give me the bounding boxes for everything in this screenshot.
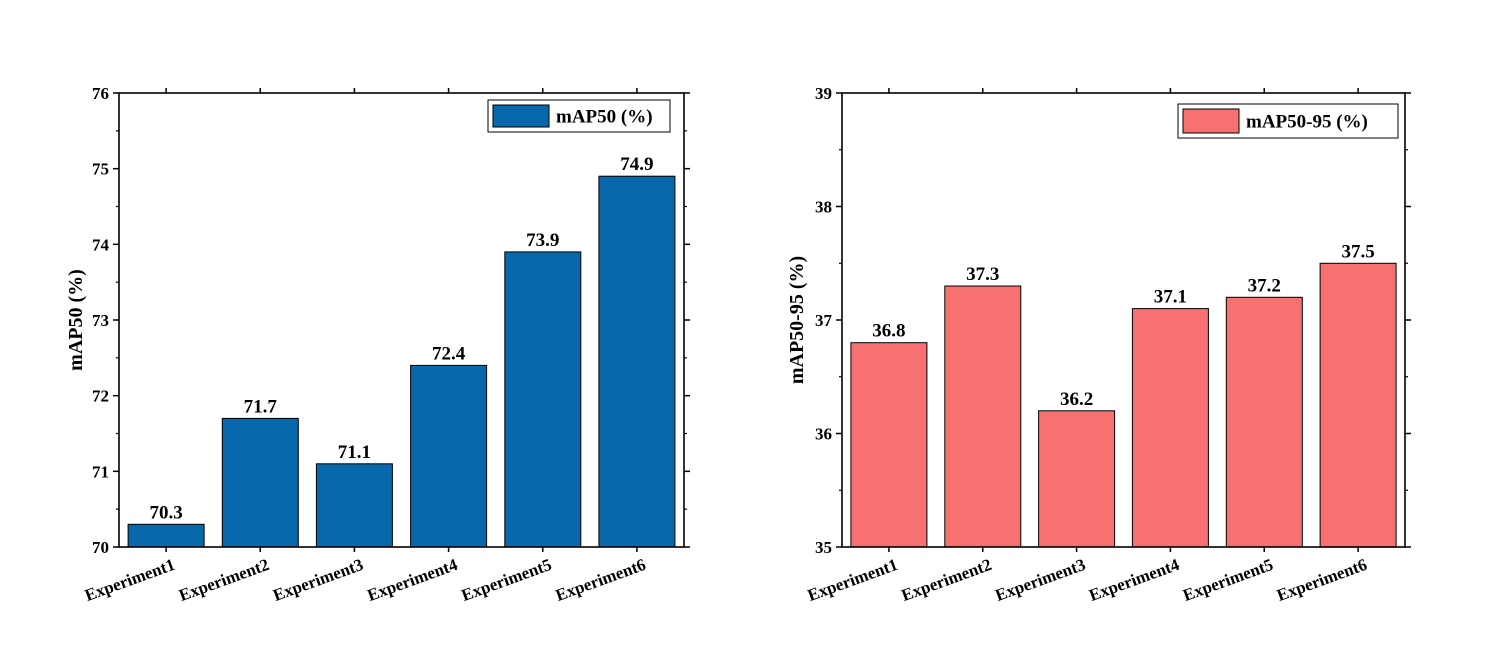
map50-95-y-tick-label: 36 (815, 425, 832, 444)
map50-95-y-tick-label: 38 (815, 198, 832, 217)
map50-95-value-label: 37.2 (1248, 275, 1281, 296)
map50-value-label: 71.7 (244, 396, 278, 417)
map50-95-value-label: 36.2 (1060, 389, 1093, 410)
map50-95-bar[interactable] (944, 285, 1022, 548)
map50-value-label: 72.4 (432, 343, 466, 364)
map50-category-label: Experiment6 (553, 555, 648, 605)
map50-value-label: 73.9 (526, 230, 559, 251)
map50-y-tick-label: 74 (92, 235, 110, 254)
map50-value-label: 74.9 (620, 154, 653, 175)
map50-value-label: 71.1 (338, 442, 371, 463)
map50-95-legend-swatch (1182, 108, 1240, 134)
map50-bar[interactable] (598, 175, 676, 548)
map50-category-label: Experiment1 (82, 555, 177, 605)
map50-95-category-label: Experiment3 (993, 555, 1088, 605)
map50-95-value-label: 37.5 (1341, 241, 1374, 262)
map50-y-tick-label: 70 (92, 538, 109, 557)
map50-y-tick-label: 71 (92, 462, 109, 481)
map50-95-category-label: Experiment6 (1274, 555, 1369, 605)
map50-chart: 70.3 Experiment1 71.7 Experiment2 71.1 Experi… (65, 84, 690, 605)
map50-y-tick-label: 72 (92, 387, 109, 406)
map50-legend-label: mAP50 (%) (556, 107, 653, 128)
map50-category-label: Experiment2 (176, 555, 271, 605)
map50-value-label: 70.3 (149, 502, 182, 523)
map50-95-chart: 36.8 Experiment1 37.3 Experiment2 36.2 Experi… (786, 84, 1411, 605)
map50-95-bar[interactable] (1225, 296, 1303, 548)
map50-category-label: Experiment4 (365, 555, 461, 605)
map50-y-axis-title: mAP50 (%) (65, 269, 87, 371)
map50-legend-swatch (492, 104, 550, 128)
map50-category-label: Experiment5 (459, 555, 554, 605)
map50-95-category-label: Experiment2 (899, 555, 994, 605)
map50-bar[interactable] (410, 364, 488, 548)
map50-95-y-tick-label: 35 (815, 538, 832, 557)
map50-bar[interactable] (315, 463, 393, 548)
map50-y-tick-label: 75 (92, 160, 109, 179)
map50-95-value-label: 37.3 (966, 264, 999, 285)
map50-95-category-label: Experiment4 (1087, 555, 1183, 605)
map50-95-y-tick-label: 37 (815, 311, 833, 330)
map50-95-bar[interactable] (1319, 262, 1397, 548)
map50-95-value-label: 37.1 (1154, 287, 1187, 308)
map50-95-value-label: 36.8 (872, 321, 905, 342)
map50-95-bar[interactable] (850, 342, 928, 548)
map50-category-label: Experiment3 (271, 555, 366, 605)
map50-bar[interactable] (221, 417, 299, 548)
map50-95-legend: mAP50-95 (%) (1177, 103, 1399, 139)
map50-95-legend-label: mAP50-95 (%) (1246, 112, 1368, 133)
map50-95-bar[interactable] (1131, 308, 1209, 548)
map50-95-y-axis-title: mAP50-95 (%) (786, 256, 808, 384)
map50-bar[interactable] (127, 523, 205, 548)
map50-95-y-tick-label: 39 (815, 84, 832, 103)
map50-95-bar[interactable] (1038, 410, 1116, 548)
map50-y-tick-label: 73 (92, 311, 109, 330)
map50-legend: mAP50 (%) (487, 99, 671, 133)
map50-95-category-label: Experiment5 (1180, 555, 1275, 605)
map50-y-tick-label: 76 (92, 84, 109, 103)
map50-bar[interactable] (504, 251, 582, 548)
map50-95-category-label: Experiment1 (805, 555, 900, 605)
